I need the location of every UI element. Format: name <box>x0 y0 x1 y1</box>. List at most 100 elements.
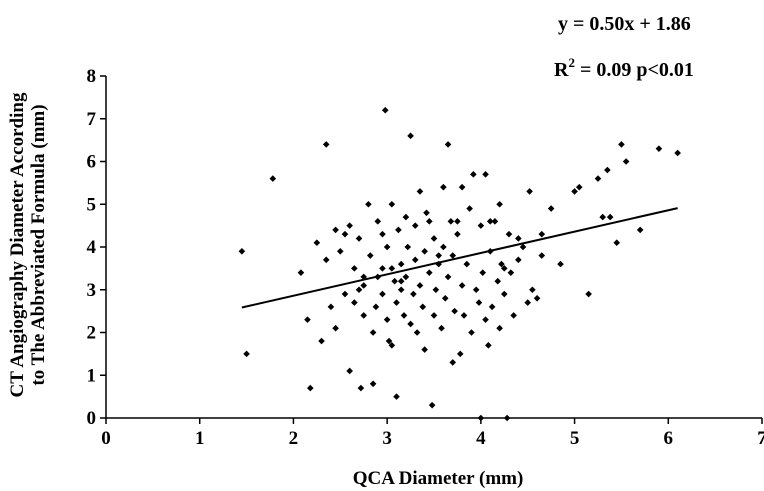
y-tick-label: 3 <box>87 280 97 301</box>
data-point <box>385 337 393 345</box>
data-point <box>402 273 410 281</box>
x-tick-label: 4 <box>476 428 486 449</box>
data-point <box>351 265 358 272</box>
data-point <box>366 252 374 259</box>
data-point <box>618 141 625 148</box>
data-point <box>238 247 246 255</box>
data-point <box>468 329 475 336</box>
data-point <box>482 171 489 178</box>
data-point <box>472 286 480 294</box>
y-tick-label: 1 <box>87 365 97 386</box>
data-point <box>479 269 487 276</box>
r-label: R <box>554 59 569 81</box>
data-point <box>507 269 515 276</box>
data-point <box>463 260 471 268</box>
data-point <box>379 265 386 272</box>
data-point <box>428 401 436 409</box>
x-tick-label: 2 <box>289 428 299 449</box>
data-point <box>486 218 494 225</box>
data-point <box>397 286 405 294</box>
y-tick-label: 0 <box>87 408 97 429</box>
data-points <box>238 106 681 422</box>
data-point <box>636 226 644 234</box>
data-point <box>538 252 546 259</box>
data-point <box>397 277 405 285</box>
data-point <box>269 175 277 182</box>
data-point <box>441 295 449 302</box>
data-point <box>438 324 445 332</box>
data-point <box>498 260 505 268</box>
data-point <box>475 299 483 306</box>
r-squared-annotation: R2 = 0.09 p<0.01 <box>554 55 694 81</box>
plot-area: 0 1 2 3 4 5 6 7 0 1 2 3 4 5 6 7 8 <box>87 66 764 449</box>
data-point <box>421 346 428 353</box>
regression-equation: y = 0.50x + 1.86 <box>558 13 691 35</box>
data-point <box>322 256 330 264</box>
y-axis-title-line2: to The Abbreviated Formula (mm) <box>28 104 49 385</box>
data-point <box>488 303 496 311</box>
data-point <box>571 188 578 195</box>
data-point <box>426 269 433 276</box>
data-point <box>444 141 452 148</box>
data-point <box>421 247 428 255</box>
data-point <box>379 290 386 298</box>
data-point <box>482 316 489 323</box>
data-point <box>381 106 389 114</box>
data-point <box>332 226 339 234</box>
data-point <box>458 183 466 191</box>
data-point <box>407 320 414 328</box>
data-point <box>655 145 663 152</box>
data-point <box>416 188 424 195</box>
data-point <box>458 282 466 289</box>
data-point <box>477 222 485 229</box>
data-point <box>304 316 311 323</box>
data-point <box>613 239 621 247</box>
data-point <box>533 295 541 302</box>
data-point <box>447 218 455 225</box>
data-point <box>318 337 325 345</box>
data-point <box>454 218 461 225</box>
x-tick-label: 0 <box>101 428 111 449</box>
data-point <box>355 235 363 242</box>
data-point <box>606 213 614 221</box>
data-point <box>440 243 447 251</box>
data-point <box>674 149 681 157</box>
data-point <box>355 286 363 294</box>
data-point <box>407 132 414 140</box>
data-point <box>346 367 353 375</box>
data-point <box>622 158 630 165</box>
data-point <box>360 282 368 289</box>
data-point <box>470 171 477 178</box>
data-point <box>393 393 400 400</box>
data-point <box>404 243 412 251</box>
data-point <box>477 414 485 422</box>
data-point <box>365 200 372 208</box>
data-point <box>393 299 400 306</box>
data-point <box>360 273 368 281</box>
data-point <box>524 299 532 306</box>
data-point <box>369 329 377 336</box>
data-point <box>500 290 508 298</box>
y-tick-group: 0 1 2 3 4 5 6 7 8 <box>87 66 106 429</box>
data-point <box>444 273 452 281</box>
data-point <box>426 218 433 225</box>
data-point <box>243 350 250 358</box>
data-point <box>496 324 503 332</box>
data-point <box>430 312 438 319</box>
y-tick-label: 2 <box>87 323 97 344</box>
data-point <box>430 235 438 242</box>
x-tick-label: 5 <box>570 428 580 449</box>
data-point <box>416 282 424 289</box>
data-point <box>432 286 440 294</box>
data-point <box>413 329 421 336</box>
data-point <box>515 235 522 242</box>
data-point <box>519 243 527 251</box>
data-point <box>515 256 522 264</box>
x-tick-label: 6 <box>664 428 674 449</box>
y-tick-label: 4 <box>87 237 97 258</box>
data-point <box>449 252 457 259</box>
data-point <box>346 222 353 229</box>
x-tick-label: 3 <box>382 428 392 449</box>
y-axis-title-line1: CT Angiography Diameter According <box>7 92 28 397</box>
y-tick-label: 7 <box>87 109 97 130</box>
